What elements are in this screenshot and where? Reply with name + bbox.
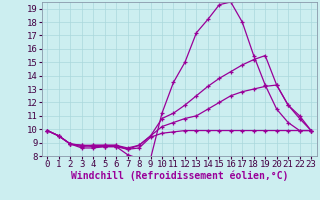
X-axis label: Windchill (Refroidissement éolien,°C): Windchill (Refroidissement éolien,°C) (70, 171, 288, 181)
